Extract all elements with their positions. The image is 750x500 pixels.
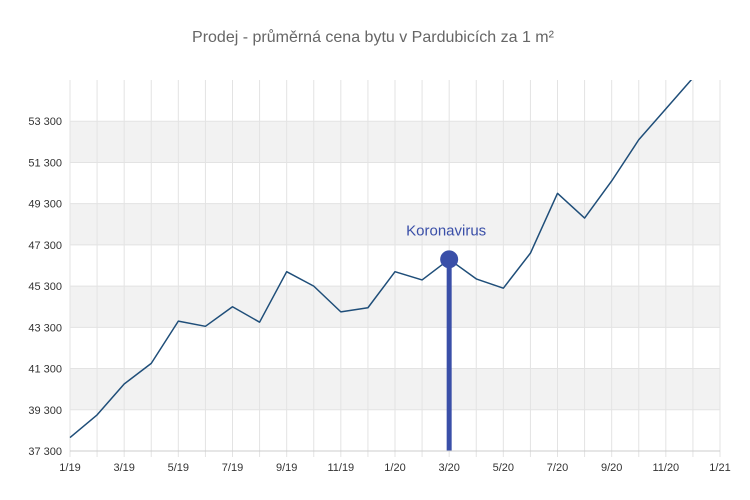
x-tick-label: 9/19 xyxy=(276,462,297,474)
x-tick-label: 3/20 xyxy=(438,462,459,474)
y-tick-label: 37 300 xyxy=(28,446,62,458)
x-tick-label: 7/19 xyxy=(222,462,243,474)
x-tick-label: 11/20 xyxy=(652,462,679,474)
x-tick-label: 1/21 xyxy=(709,462,730,474)
x-tick-label: 5/20 xyxy=(493,462,514,474)
x-tick-label: 3/19 xyxy=(113,462,134,474)
y-tick-label: 47 300 xyxy=(28,240,62,252)
y-tick-label: 49 300 xyxy=(28,199,62,211)
annotation-marker-point xyxy=(440,250,459,269)
y-axis-tick-labels: 37 300 39 300 41 300 43 300 45 300 47 300 49 3… xyxy=(28,116,62,458)
x-tick-label: 7/20 xyxy=(547,462,568,474)
y-tick-label: 41 300 xyxy=(28,364,62,376)
series-layer xyxy=(69,80,693,439)
annotation-label: Koronavirus xyxy=(406,222,486,239)
y-tick-label: 43 300 xyxy=(28,322,62,334)
x-tick-label: 5/19 xyxy=(168,462,189,474)
x-tick-label: 11/19 xyxy=(327,462,354,474)
x-tick-label: 1/19 xyxy=(59,462,80,474)
x-tick-label: 9/20 xyxy=(601,462,622,474)
series-line xyxy=(69,80,693,439)
y-tick-label: 39 300 xyxy=(28,405,62,417)
vertical-gridlines xyxy=(69,80,721,457)
annotation-layer: Koronavirus xyxy=(406,222,486,451)
x-axis-tick-labels: 1/19 3/19 5/19 7/19 9/19 11/19 1/20 3/20 5/20 7/2… xyxy=(59,462,730,474)
y-tick-label: 53 300 xyxy=(28,116,62,128)
y-tick-label: 45 300 xyxy=(28,281,62,293)
chart-title: Prodej - průměrná cena bytu v Pardubicíc… xyxy=(192,28,555,46)
x-tick-label: 1/20 xyxy=(384,462,405,474)
y-tick-label: 51 300 xyxy=(28,157,62,169)
